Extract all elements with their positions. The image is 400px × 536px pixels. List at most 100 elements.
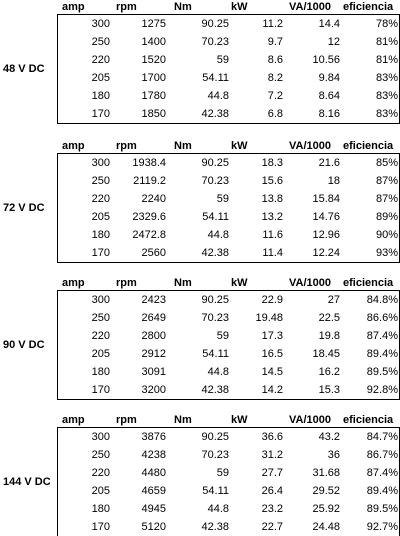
cell: 300 [91, 431, 110, 443]
cell: 4480 [141, 467, 166, 479]
cell: 54.11 [202, 72, 229, 84]
cell: 4238 [141, 449, 166, 461]
cell: 89.5% [366, 503, 398, 515]
cell: 59 [216, 193, 229, 205]
cell: 87% [375, 193, 398, 205]
cell: 1275 [141, 18, 166, 30]
cell: 54.11 [202, 348, 229, 360]
cell: 8.64 [318, 90, 340, 102]
cell: 89.5% [366, 366, 398, 378]
cell: 1700 [141, 72, 166, 84]
cell: 2423 [141, 294, 166, 306]
cell: 11.4 [262, 247, 283, 259]
column-header: Nm [174, 414, 192, 426]
cell: 220 [91, 193, 110, 205]
cell: 1400 [141, 36, 166, 48]
cell: 9.7 [267, 36, 283, 48]
cell: 6.8 [267, 108, 283, 120]
cell: 87.4% [366, 330, 398, 342]
cell: 15.3 [318, 384, 340, 396]
cell: 10.56 [312, 54, 340, 66]
cell: 22.5 [318, 312, 340, 324]
cell: 11.2 [262, 18, 283, 30]
cell: 36 [327, 449, 340, 461]
column-header: eficiencia [343, 140, 394, 152]
cell: 1780 [141, 90, 166, 102]
cell: 2329.6 [132, 211, 166, 223]
column-header: amp [62, 1, 85, 13]
cell: 250 [91, 175, 110, 187]
cell: 1850 [141, 108, 166, 120]
cell: 250 [91, 36, 110, 48]
cell: 2560 [141, 247, 166, 259]
cell: 70.23 [201, 312, 229, 324]
cell: 59 [216, 467, 229, 479]
cell: 78% [375, 18, 398, 30]
cell: 83% [375, 108, 398, 120]
cell: 170 [91, 384, 110, 396]
voltage-label: 144 V DC [3, 476, 51, 488]
cell: 85% [375, 157, 398, 169]
cell: 25.92 [312, 503, 340, 515]
cell: 22.9 [261, 294, 283, 306]
cell: 180 [91, 90, 110, 102]
cell: 22.7 [261, 521, 283, 533]
cell: 89.4% [366, 485, 398, 497]
column-header: VA/1000 [289, 414, 331, 426]
cell: 220 [91, 54, 110, 66]
cell: 250 [91, 449, 110, 461]
cell: 36.6 [261, 431, 283, 443]
cell: 70.23 [201, 175, 229, 187]
cell: 26.4 [261, 485, 283, 497]
cell: 220 [91, 467, 110, 479]
cell: 92.7% [366, 521, 398, 533]
cell: 59 [216, 54, 229, 66]
cell: 11.6 [262, 229, 283, 241]
cell: 90.25 [201, 294, 229, 306]
cell: 4945 [141, 503, 166, 515]
cell: 59 [216, 330, 229, 342]
cell: 54.11 [202, 211, 229, 223]
column-header: rpm [116, 277, 137, 289]
column-header: kW [231, 1, 248, 13]
cell: 81% [375, 36, 398, 48]
cell: 86.6% [366, 312, 398, 324]
cell: 90.25 [201, 18, 229, 30]
column-header: kW [231, 414, 248, 426]
cell: 90% [375, 229, 398, 241]
column-header: eficiencia [343, 414, 394, 426]
cell: 16.5 [261, 348, 283, 360]
cell: 12.96 [312, 229, 340, 241]
cell: 70.23 [201, 36, 229, 48]
column-header: Nm [174, 277, 192, 289]
cell: 44.8 [207, 229, 229, 241]
cell: 92.8% [366, 384, 398, 396]
voltage-label: 72 V DC [3, 202, 45, 214]
cell: 89% [375, 211, 398, 223]
cell: 250 [91, 312, 110, 324]
cell: 2119.2 [133, 175, 166, 187]
voltage-label: 90 V DC [3, 339, 45, 351]
cell: 2800 [141, 330, 166, 342]
cell: 1520 [141, 54, 166, 66]
cell: 89.4% [366, 348, 398, 360]
cell: 4659 [141, 485, 166, 497]
column-header: Nm [174, 1, 192, 13]
cell: 54.11 [202, 485, 229, 497]
column-header: amp [62, 414, 85, 426]
cell: 31.2 [261, 449, 283, 461]
cell: 13.8 [261, 193, 283, 205]
cell: 86.7% [366, 449, 398, 461]
column-header: eficiencia [343, 277, 394, 289]
cell: 7.2 [267, 90, 283, 102]
column-header: rpm [116, 414, 137, 426]
cell: 19.48 [255, 312, 283, 324]
cell: 83% [375, 90, 398, 102]
cell: 42.38 [201, 521, 229, 533]
cell: 14.2 [261, 384, 283, 396]
cell: 12.24 [312, 247, 340, 259]
cell: 15.6 [261, 175, 283, 187]
cell: 180 [91, 503, 110, 515]
cell: 180 [91, 366, 110, 378]
cell: 18.3 [261, 157, 283, 169]
